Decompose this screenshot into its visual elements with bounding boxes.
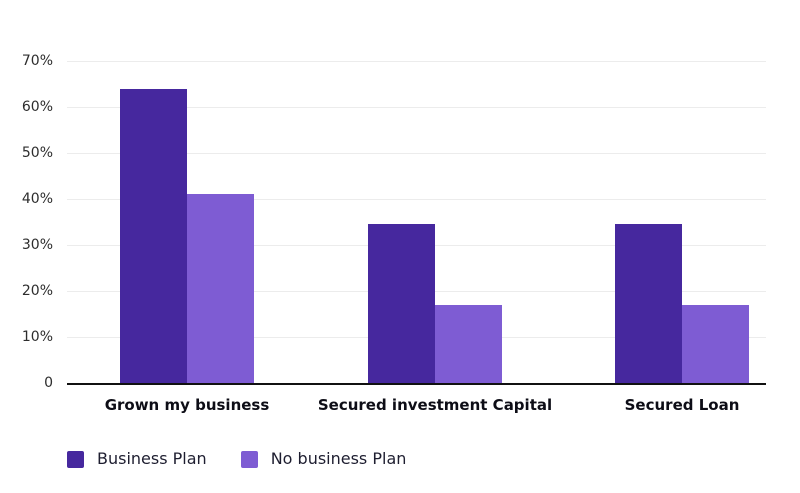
gridline-70 [67, 61, 766, 62]
legend-swatch-no-business-plan [240, 450, 258, 468]
gridline-50 [67, 153, 766, 154]
y-tick-label-10: 10% [21, 329, 53, 345]
bar-no-business-plan-3 [682, 305, 749, 383]
bar-business-plan-3 [615, 224, 682, 383]
bar-business-plan-1 [120, 89, 187, 383]
y-tick-label-50: 50% [21, 145, 53, 161]
y-tick-label-30: 30% [21, 237, 53, 253]
legend-swatch-business-plan [67, 450, 84, 468]
legend: Business Plan No business Plan [67, 449, 440, 469]
y-tick-label-40: 40% [21, 191, 53, 207]
y-tick-label-60: 60% [21, 99, 53, 115]
bar-no-business-plan-1 [187, 194, 254, 383]
x-axis-label-2: Secured investment Capital [317, 396, 553, 414]
x-axis-label-3: Secured Loan [624, 396, 740, 414]
legend-label-business-plan: Business Plan [97, 449, 207, 468]
bar-business-plan-2 [368, 224, 435, 383]
bar-no-business-plan-2 [435, 305, 502, 383]
x-axis-label-1: Grown my business [104, 396, 270, 414]
y-tick-label-20: 20% [21, 283, 53, 299]
legend-item-no-business-plan: No business Plan [240, 449, 407, 469]
legend-label-no-business-plan: No business Plan [270, 449, 407, 468]
gridline-40 [67, 199, 766, 200]
gridline-60 [67, 107, 766, 108]
y-tick-label-70: 70% [21, 53, 53, 69]
legend-item-business-plan: Business Plan [67, 449, 207, 469]
y-tick-label-0: 0 [44, 375, 53, 391]
x-axis-baseline [67, 383, 766, 385]
